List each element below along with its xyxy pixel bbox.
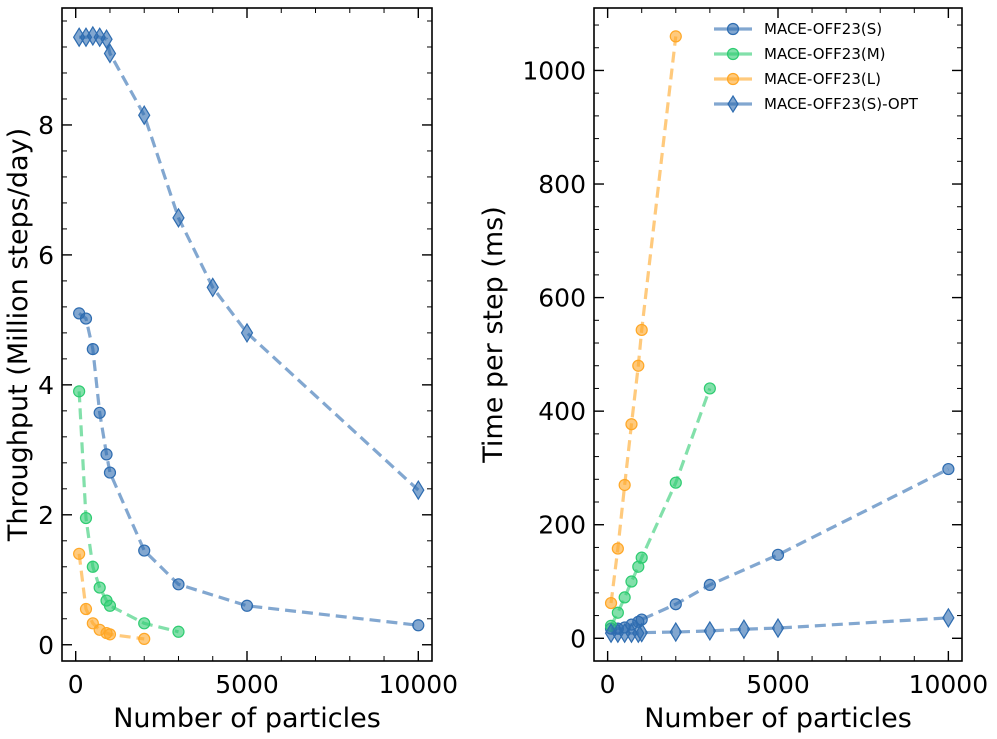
series-line-medium: [77, 391, 179, 634]
data-point-opt-5: [635, 622, 648, 643]
data-point-opt-9: [771, 617, 785, 639]
data-point-large-0: [73, 547, 86, 560]
y-axis-label: Throughput (Million steps/day): [3, 128, 34, 542]
x-axis-label: Number of particles: [644, 703, 912, 734]
series-line-opt: [611, 616, 949, 635]
data-point-small-9: [412, 619, 425, 632]
left-panel-throughput: 0 5000 10000 0 2 4 6 8 Number of particles Throug…: [3, 7, 459, 734]
x-tick-label: 10000: [379, 670, 459, 699]
data-point-large-1: [611, 542, 624, 555]
data-point-small-9: [942, 462, 955, 476]
data-point-medium-3: [93, 581, 106, 594]
data-point-large-4: [632, 359, 645, 372]
data-point-opt-10: [942, 607, 955, 628]
data-point-medium-6: [138, 617, 151, 630]
data-point-opt-7: [172, 207, 185, 229]
legend-marker-large: [726, 72, 740, 86]
x-tick-label: 5000: [746, 670, 810, 699]
data-point-small-7: [172, 578, 185, 591]
legend-marker-opt: [727, 94, 739, 114]
series-line-small: [78, 312, 419, 627]
data-point-medium-2: [86, 560, 99, 573]
legend-marker-medium: [726, 47, 740, 61]
data-point-large-5: [635, 323, 648, 337]
y-tick-label: 8: [38, 111, 54, 140]
y-tick-label: 6: [38, 241, 54, 270]
data-point-opt-7: [703, 620, 717, 642]
y-tick-label: 600: [538, 284, 586, 313]
data-point-large-0: [604, 596, 618, 610]
data-point-large-2: [618, 478, 631, 492]
data-point-medium-1: [611, 606, 624, 619]
data-point-large-6: [669, 30, 682, 43]
data-point-small-8: [771, 548, 785, 561]
data-point-opt-8: [206, 277, 219, 298]
legend-label-small: MACE-OFF23(S): [764, 20, 882, 38]
data-point-small-2: [86, 343, 99, 356]
data-point-small-7: [703, 578, 716, 592]
data-point-opt-10: [412, 479, 425, 501]
data-point-medium-3: [625, 575, 638, 588]
data-point-small-4: [100, 448, 113, 461]
data-point-large-3: [625, 418, 638, 431]
series-line-large: [609, 36, 678, 604]
data-point-medium-5: [635, 551, 648, 564]
legend-marker-small: [726, 22, 740, 36]
data-point-opt-5: [103, 43, 117, 64]
y-tick-label: 4: [38, 371, 54, 400]
data-point-medium-0: [73, 385, 86, 398]
x-tick-label: 5000: [215, 670, 279, 699]
data-point-small-3: [93, 406, 106, 419]
data-point-opt-4: [100, 29, 113, 50]
series-line-opt: [79, 34, 420, 492]
data-point-medium-7: [703, 382, 716, 395]
legend-label-medium: MACE-OFF23(M): [764, 45, 886, 63]
data-point-opt-6: [138, 105, 151, 126]
y-tick-label: 0: [570, 624, 586, 653]
x-tick-label: 0: [68, 670, 84, 699]
data-point-large-6: [138, 632, 151, 646]
data-point-small-6: [138, 544, 151, 557]
data-point-opt-8: [737, 619, 751, 640]
data-point-small-6: [669, 598, 682, 611]
y-tick-label: 1000: [522, 56, 586, 85]
data-point-medium-6: [669, 476, 682, 489]
data-point-opt-6: [669, 621, 682, 643]
data-point-small-8: [240, 599, 254, 612]
x-axis-label: Number of particles: [113, 703, 381, 734]
y-tick-label: 400: [538, 397, 586, 426]
data-point-medium-2: [618, 591, 631, 604]
legend-label-large: MACE-OFF23(L): [764, 70, 881, 88]
x-tick-label: 10000: [909, 670, 989, 699]
right-panel-time-per-step: 0 5000 10000 0 200 400 600 800 1000 Number of par…: [478, 7, 989, 734]
x-tick-label: 0: [600, 670, 616, 699]
data-point-opt-9: [240, 322, 254, 344]
y-tick-label: 2: [38, 501, 54, 530]
y-tick-label: 0: [38, 631, 54, 660]
data-point-small-5: [103, 466, 117, 479]
y-tick-label: 200: [538, 511, 586, 540]
data-point-medium-7: [172, 625, 185, 638]
data-point-small-1: [79, 312, 93, 325]
data-point-medium-1: [79, 511, 93, 525]
legend: MACE-OFF23(S) MACE-OFF23(M) MACE-OFF23(L) M…: [714, 20, 919, 114]
data-point-large-1: [79, 602, 93, 616]
data-point-medium-5: [103, 599, 117, 612]
legend-label-opt: MACE-OFF23(S)-OPT: [764, 95, 919, 113]
data-point-large-5: [103, 628, 117, 641]
y-axis-label: Time per step (ms): [478, 206, 509, 464]
y-tick-label: 800: [538, 170, 586, 199]
series-line-small: [611, 467, 950, 631]
